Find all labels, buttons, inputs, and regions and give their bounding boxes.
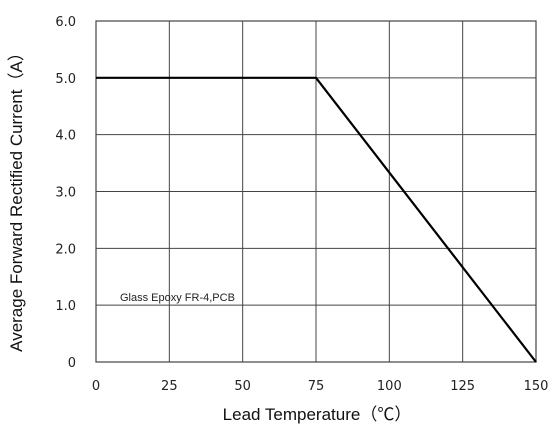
plot-area-frame [95, 20, 537, 363]
x-tick-label: 75 [308, 379, 325, 394]
y-tick-label: 6.0 [55, 15, 76, 30]
x-axis-label: Lead Temperature（℃） [223, 405, 412, 424]
x-tick-label: 150 [524, 379, 548, 394]
y-axis-label: Average Forward Rectified Current（A） [7, 44, 26, 352]
derating-curve [96, 76, 537, 363]
x-tick-labels: 0 25 50 75 100 125 150 [92, 379, 548, 394]
y-tick-label: 4.0 [55, 129, 76, 144]
y-tick-labels: 0 1.0 2.0 3.0 4.0 5.0 6.0 [55, 15, 76, 371]
x-tick-label: 125 [450, 379, 475, 394]
annotation-label: Glass Epoxy FR-4,PCB [120, 292, 235, 304]
x-tick-label: 100 [377, 379, 402, 394]
x-tick-label: 25 [161, 379, 178, 394]
x-tick-label: 50 [234, 379, 251, 394]
y-tick-label: 3.0 [55, 186, 76, 201]
series-layer [96, 76, 537, 363]
y-tick-label: 1.0 [55, 299, 76, 314]
y-tick-label: 2.0 [55, 242, 76, 257]
y-tick-label: 0 [68, 356, 76, 371]
x-tick-label: 0 [92, 379, 100, 394]
y-tick-label: 5.0 [55, 72, 76, 87]
